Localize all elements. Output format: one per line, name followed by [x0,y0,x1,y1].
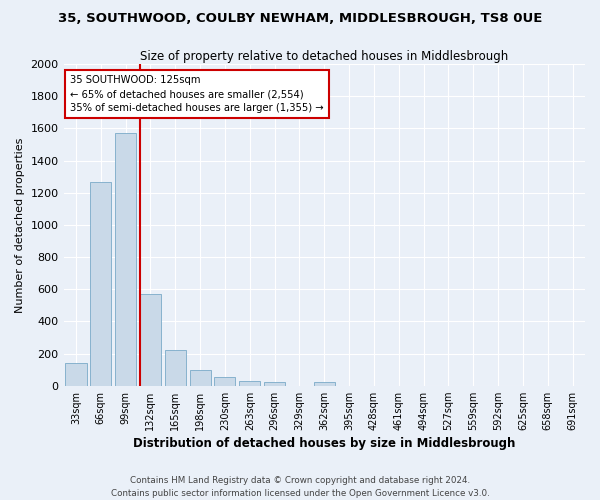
Bar [90,182,112,386]
Bar [140,294,161,386]
X-axis label: Distribution of detached houses by size in Middlesbrough: Distribution of detached houses by size … [133,437,515,450]
Text: 35 SOUTHWOOD: 125sqm
← 65% of detached houses are smaller (2,554)
35% of semi-de: 35 SOUTHWOOD: 125sqm ← 65% of detached h… [70,76,324,114]
Bar [314,382,335,386]
Bar [165,350,186,386]
Bar [239,381,260,386]
Bar [65,363,86,386]
Bar [264,382,285,386]
Y-axis label: Number of detached properties: Number of detached properties [15,137,25,312]
Text: Contains HM Land Registry data © Crown copyright and database right 2024.
Contai: Contains HM Land Registry data © Crown c… [110,476,490,498]
Text: 35, SOUTHWOOD, COULBY NEWHAM, MIDDLESBROUGH, TS8 0UE: 35, SOUTHWOOD, COULBY NEWHAM, MIDDLESBRO… [58,12,542,26]
Bar [190,370,211,386]
Title: Size of property relative to detached houses in Middlesbrough: Size of property relative to detached ho… [140,50,508,63]
Bar [115,134,136,386]
Bar [214,377,235,386]
